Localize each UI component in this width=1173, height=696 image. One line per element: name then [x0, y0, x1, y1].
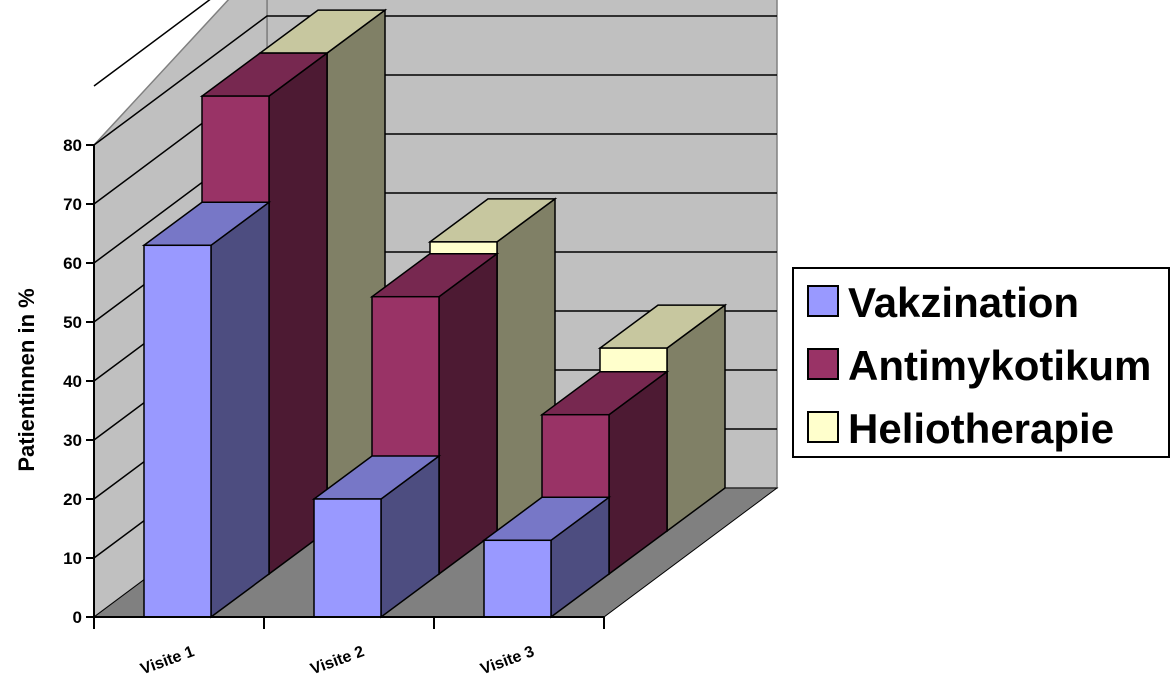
gridline	[93, 15, 777, 146]
legend: Vakzination Antimykotikum Heliotherapie	[792, 267, 1170, 458]
y-tick-label: 70	[63, 195, 82, 214]
y-tick-label: 30	[63, 431, 82, 450]
bar-side	[210, 200, 270, 619]
legend-swatch	[807, 348, 839, 380]
y-tick-label: 10	[63, 549, 82, 568]
legend-label: Antimykotikum	[848, 342, 1151, 389]
bar	[311, 454, 442, 619]
bar-front	[143, 244, 212, 618]
x-tick-label: Visite 2	[308, 643, 366, 678]
bar	[481, 495, 612, 619]
legend-swatch	[807, 411, 839, 443]
y-tick-label: 0	[73, 608, 82, 627]
y-tick-label: 60	[63, 254, 82, 273]
bar-side	[438, 252, 498, 576]
gridline	[93, 0, 211, 87]
y-tick-label: 80	[63, 136, 82, 155]
legend-swatch	[807, 285, 839, 317]
y-tick-label: 20	[63, 490, 82, 509]
legend-label: Vakzination	[848, 279, 1079, 326]
bar-front	[483, 539, 552, 618]
x-tick-label: Visite 1	[138, 643, 196, 678]
x-tick-label: Visite 3	[478, 643, 536, 678]
bar	[141, 200, 272, 619]
y-axis-title: Patientinnen in %	[14, 288, 39, 471]
legend-label: Heliotherapie	[848, 405, 1114, 452]
bar-front	[313, 498, 382, 618]
y-tick-label: 40	[63, 372, 82, 391]
bars	[141, 8, 728, 619]
y-tick-label: 50	[63, 313, 82, 332]
legend-box	[792, 267, 1170, 458]
